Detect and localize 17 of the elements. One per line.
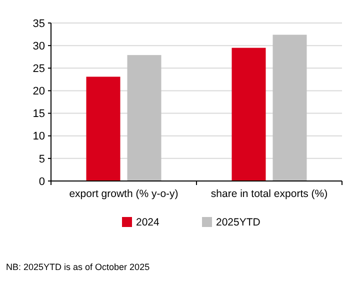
x-tick-label: share in total exports (%) [210, 188, 328, 200]
y-tick-label: 35 [32, 18, 45, 30]
bar [232, 48, 266, 181]
legend-label: 2024 [136, 216, 160, 229]
legend-label: 2025YTD [216, 216, 261, 229]
y-tick-label: 20 [32, 86, 45, 98]
y-tick-label: 0 [38, 176, 45, 188]
bar [86, 76, 120, 181]
x-tick-label: export growth (% y-o-y) [69, 188, 178, 200]
y-tick-label: 5 [38, 153, 45, 166]
y-tick-label: 30 [32, 40, 45, 52]
y-tick-label: 25 [32, 62, 45, 75]
y-tick-label: 15 [32, 108, 45, 120]
y-tick-label: 10 [32, 130, 45, 143]
bar [127, 55, 162, 181]
bar [272, 34, 307, 181]
text: NB: 2025YTD is as of October 2025 [6, 262, 150, 272]
